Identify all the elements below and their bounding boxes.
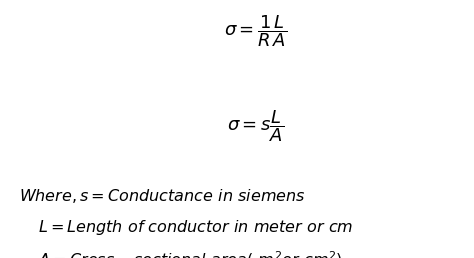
Text: $A = Cross - sectional\ area(\ m^2or\ cm^2)$: $A = Cross - sectional\ area(\ m^2or\ cm… — [38, 249, 343, 258]
Text: $Where, s = Conductance\ in\ siemens$: $Where, s = Conductance\ in\ siemens$ — [19, 187, 306, 205]
Text: $L = Length\ of\ conductor\ in\ meter\ or\ cm$: $L = Length\ of\ conductor\ in\ meter\ o… — [38, 218, 354, 237]
Text: $\sigma = \dfrac{1\,L}{R\,A}$: $\sigma = \dfrac{1\,L}{R\,A}$ — [224, 13, 288, 49]
Text: $\sigma = s\dfrac{L}{A}$: $\sigma = s\dfrac{L}{A}$ — [228, 108, 284, 144]
